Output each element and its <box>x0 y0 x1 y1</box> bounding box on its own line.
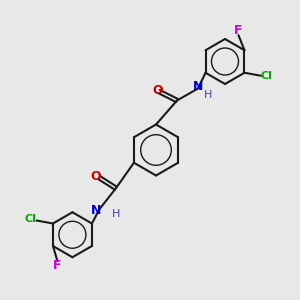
Text: O: O <box>152 83 163 97</box>
Text: N: N <box>91 204 102 217</box>
Text: H: H <box>204 89 213 100</box>
Text: O: O <box>91 170 101 183</box>
Text: H: H <box>112 209 120 219</box>
Text: F: F <box>53 259 62 272</box>
Text: Cl: Cl <box>260 71 272 81</box>
Text: F: F <box>234 24 243 37</box>
Text: Cl: Cl <box>25 214 36 224</box>
Text: N: N <box>193 80 203 93</box>
